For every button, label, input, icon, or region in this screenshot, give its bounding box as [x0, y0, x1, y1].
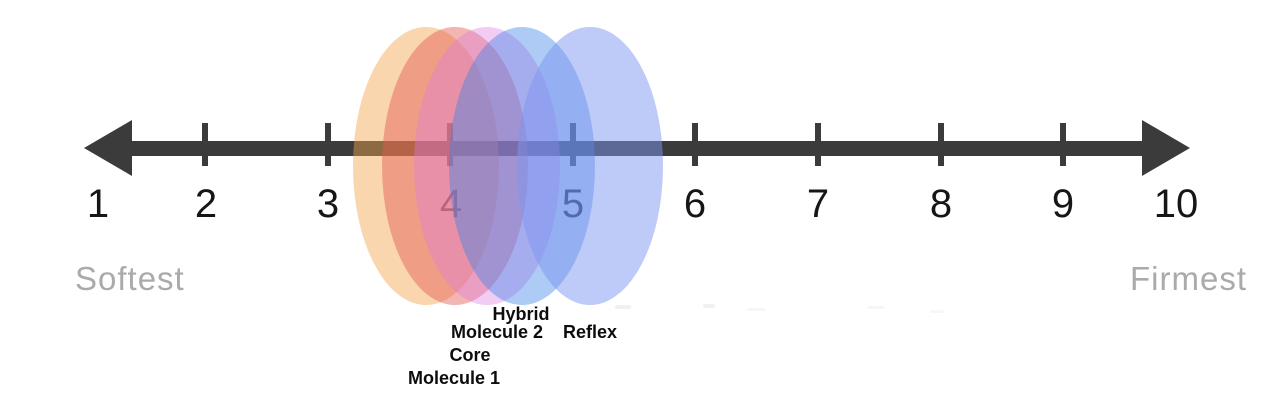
tick-mark-8 — [938, 123, 944, 166]
background-artifact — [930, 310, 944, 313]
background-artifact — [748, 308, 766, 311]
firmest-label: Firmest — [1130, 260, 1247, 297]
tick-mark-6 — [692, 123, 698, 166]
ellipse-core — [382, 27, 528, 305]
tick-mark-2 — [202, 123, 208, 166]
axis-number-3: 3 — [316, 182, 340, 226]
axis-number-1: 1 — [86, 182, 110, 226]
axis-number-8: 8 — [929, 182, 953, 226]
product-label-reflex: Reflex — [562, 322, 618, 342]
tick-mark-7 — [815, 123, 821, 166]
product-label-molecule-2: Molecule 2 — [450, 322, 544, 342]
softest-label: Softest — [75, 260, 185, 297]
axis-number-6: 6 — [683, 182, 707, 226]
tick-mark-9 — [1060, 123, 1066, 166]
background-artifact — [703, 304, 715, 308]
tick-mark-4 — [447, 123, 453, 166]
background-artifact — [868, 306, 884, 309]
product-label-molecule-1: Molecule 1 — [407, 368, 501, 388]
ellipse-molecule-1 — [353, 27, 499, 305]
axis-number-10: 10 — [1153, 182, 1199, 226]
ellipse-reflex — [517, 27, 663, 305]
axis-number-2: 2 — [194, 182, 218, 226]
axis-number-9: 9 — [1051, 182, 1075, 226]
background-artifact — [615, 305, 631, 309]
axis-number-4: 4 — [439, 182, 463, 226]
product-label-hybrid: Hybrid — [492, 304, 550, 324]
right-arrowhead — [1142, 120, 1190, 176]
tick-mark-3 — [325, 123, 331, 166]
product-label-core: Core — [449, 345, 491, 365]
axis-number-7: 7 — [806, 182, 830, 226]
